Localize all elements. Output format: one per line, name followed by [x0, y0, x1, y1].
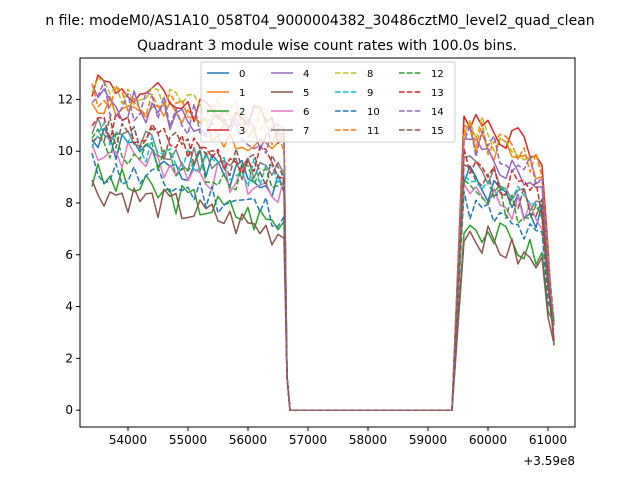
series-line-10	[91, 152, 555, 411]
x-axis: 54000 55000 56000 57000 58000 59000 60000 61000	[109, 427, 567, 447]
series-line-12	[91, 128, 555, 411]
legend-label-8: 8	[367, 69, 373, 80]
series-line-14	[91, 80, 555, 411]
y-tick-label: 0	[65, 403, 73, 417]
series-line-11	[91, 83, 555, 411]
y-tick-label: 8	[65, 196, 73, 210]
legend-label-0: 0	[239, 69, 245, 80]
legend-label-14: 14	[431, 107, 444, 118]
legend-label-10: 10	[367, 107, 380, 118]
legend-label-2: 2	[239, 107, 245, 118]
series-line-2	[91, 163, 555, 411]
y-axis: 0 2 4 6 8 10 12	[58, 92, 80, 417]
chart-title: Quadrant 3 module wise count rates with …	[137, 38, 517, 54]
legend-label-15: 15	[431, 126, 444, 137]
x-tick-label: 59000	[409, 433, 447, 447]
series-line-13	[91, 112, 555, 411]
x-tick-label: 58000	[349, 433, 387, 447]
series-line-15	[91, 116, 555, 411]
legend-label-3: 3	[239, 126, 245, 137]
legend-label-1: 1	[239, 88, 245, 99]
y-tick-label: 2	[65, 351, 73, 365]
x-tick-label: 57000	[289, 433, 327, 447]
x-offset-label: +3.59e8	[523, 454, 575, 468]
legend-label-4: 4	[303, 69, 309, 80]
y-tick-label: 6	[65, 248, 73, 262]
x-tick-label: 56000	[229, 433, 267, 447]
legend-label-7: 7	[303, 126, 309, 137]
legend-label-6: 6	[303, 107, 309, 118]
legend-box	[200, 61, 456, 143]
plot-frame	[79, 57, 576, 428]
series-line-6	[91, 141, 555, 411]
series-line-9	[91, 122, 555, 411]
y-tick-label: 10	[58, 144, 73, 158]
x-tick-label: 61000	[529, 433, 567, 447]
legend-label-13: 13	[431, 88, 444, 99]
legend-label-9: 9	[367, 88, 373, 99]
series-line-7	[91, 117, 555, 411]
series-line-5	[91, 179, 555, 411]
legend-label-5: 5	[303, 88, 309, 99]
x-tick-label: 54000	[109, 433, 147, 447]
y-tick-label: 4	[65, 300, 73, 314]
y-tick-label: 12	[58, 92, 73, 106]
x-tick-label: 55000	[169, 433, 207, 447]
legend-label-11: 11	[367, 126, 380, 137]
series-line-1	[91, 95, 555, 411]
figure-suptitle: n file: modeM0/AS1A10_058T04_9000004382_…	[45, 13, 594, 29]
legend-label-12: 12	[431, 69, 444, 80]
x-tick-label: 60000	[469, 433, 507, 447]
series-line-8	[91, 77, 555, 411]
